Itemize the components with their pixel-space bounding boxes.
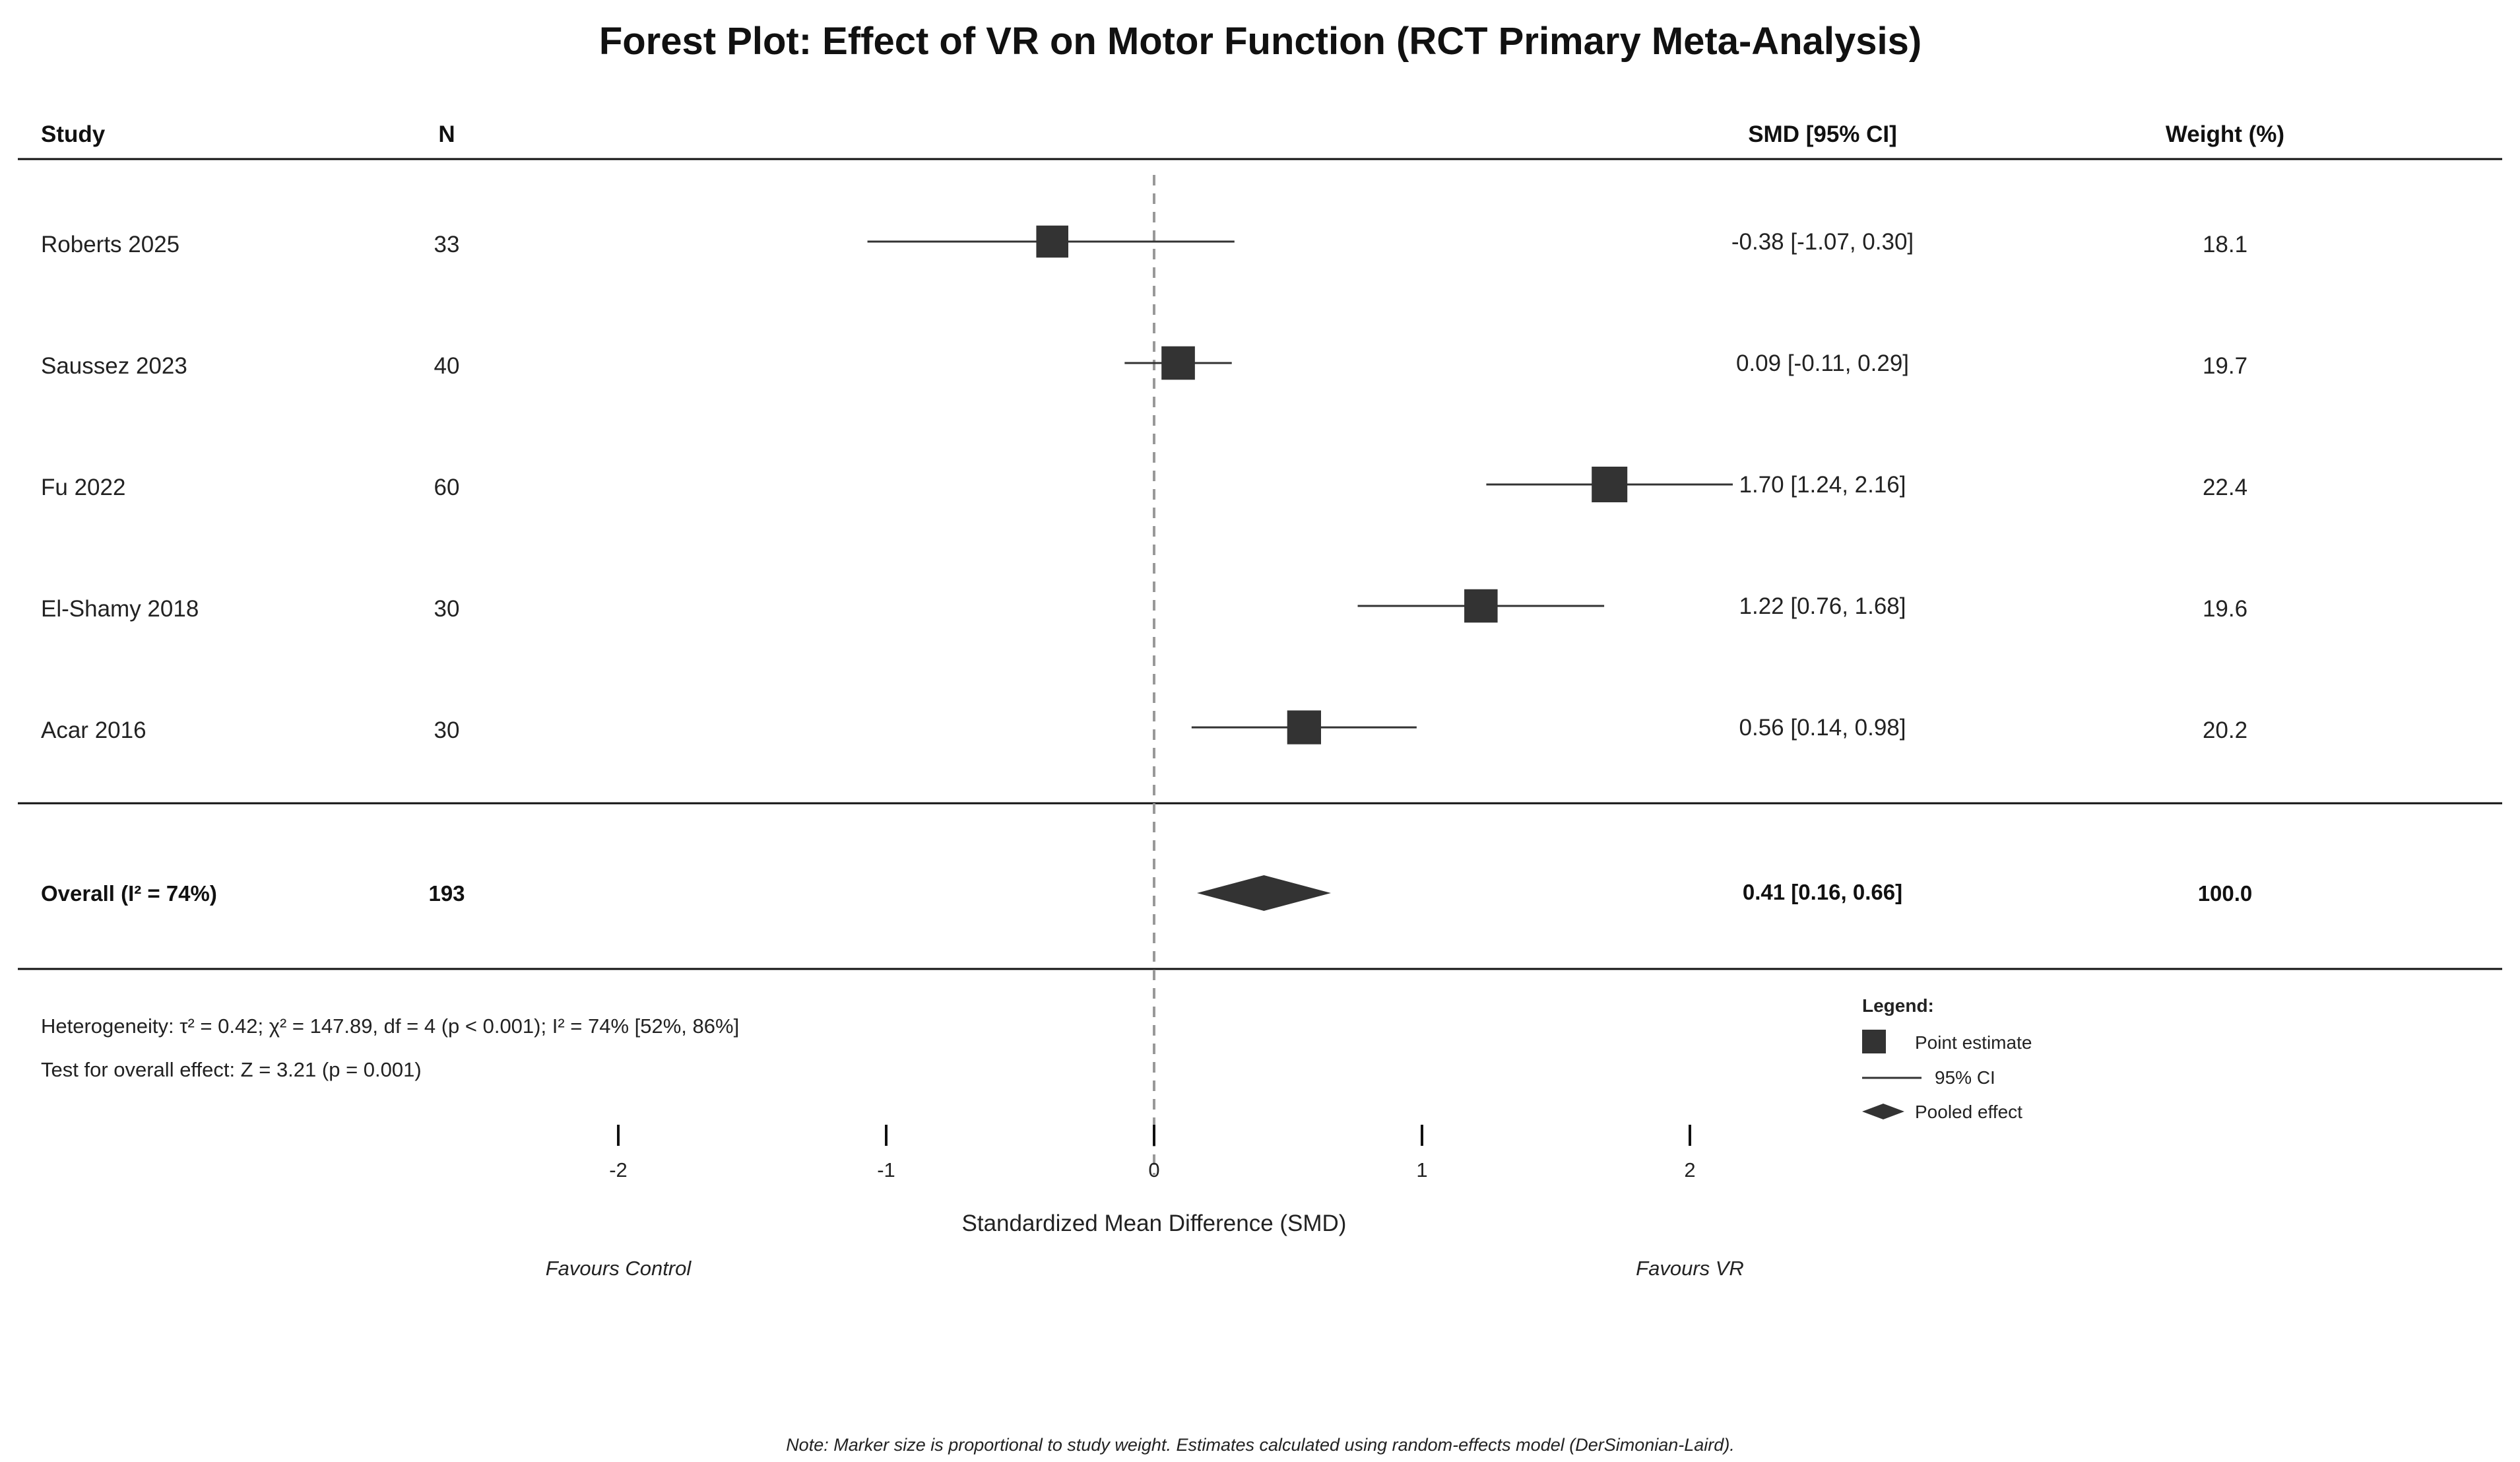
legend-pooled-diamond <box>1862 1104 1904 1119</box>
point-estimate-marker <box>1036 225 1068 258</box>
overall-weight: 100.0 <box>2198 881 2253 906</box>
legend-point-estimate-marker <box>1862 1030 1886 1053</box>
study-weight: 20.2 <box>2203 717 2247 743</box>
study-weight: 19.6 <box>2203 596 2247 622</box>
heterogeneity-text: Heterogeneity: τ² = 0.42; χ² = 147.89, d… <box>41 1014 739 1038</box>
legend-title: Legend: <box>1862 995 1934 1016</box>
study-name: Fu 2022 <box>41 475 125 500</box>
study-n: 60 <box>434 475 460 500</box>
study-name: Saussez 2023 <box>41 353 187 379</box>
study-row: El-Shamy 2018 30 1.22 [0.76, 1.68] 19.6 <box>41 589 2247 623</box>
study-row: Saussez 2023 40 0.09 [-0.11, 0.29] 19.7 <box>41 346 2247 380</box>
column-header-study: Study <box>41 121 106 147</box>
study-n: 30 <box>434 596 460 622</box>
study-ci: 1.70 [1.24, 2.16] <box>1739 472 1906 498</box>
study-weight: 18.1 <box>2203 232 2247 257</box>
study-ci: 1.22 [0.76, 1.68] <box>1739 593 1906 619</box>
x-axis: -2 -1 0 1 2 <box>609 1125 1696 1181</box>
point-estimate-marker <box>1161 346 1195 380</box>
overall-label: Overall (I² = 74%) <box>41 881 217 906</box>
overall-test-text: Test for overall effect: Z = 3.21 (p = 0… <box>41 1058 422 1081</box>
study-weight: 22.4 <box>2203 475 2247 500</box>
point-estimate-marker <box>1592 467 1628 502</box>
overall-row: Overall (I² = 74%) 193 0.41 [0.16, 0.66] 10… <box>41 875 2252 911</box>
study-row: Roberts 2025 33 -0.38 [-1.07, 0.30] 18.1 <box>41 225 2247 258</box>
study-weight: 19.7 <box>2203 353 2247 379</box>
study-ci: -0.38 [-1.07, 0.30] <box>1731 229 1914 255</box>
column-header-weight: Weight (%) <box>2166 121 2284 147</box>
column-header-n: N <box>438 121 455 147</box>
point-estimate-marker <box>1287 710 1321 745</box>
x-axis-tick-label: 0 <box>1148 1158 1159 1181</box>
legend-item-ci: 95% CI <box>1935 1067 1995 1088</box>
study-row: Acar 2016 30 0.56 [0.14, 0.98] 20.2 <box>41 710 2247 745</box>
study-name: Roberts 2025 <box>41 232 179 257</box>
study-name: El-Shamy 2018 <box>41 596 199 622</box>
pooled-effect-diamond <box>1196 875 1331 911</box>
study-rows: Roberts 2025 33 -0.38 [-1.07, 0.30] 18.1 Sau… <box>41 225 2247 745</box>
x-axis-tick-label: 2 <box>1684 1158 1695 1181</box>
chart-title: Forest Plot: Effect of VR on Motor Funct… <box>599 20 1922 63</box>
point-estimate-marker <box>1464 589 1498 623</box>
legend-item-pooled-effect: Pooled effect <box>1915 1102 2022 1122</box>
study-n: 40 <box>434 353 460 379</box>
study-ci: 0.09 [-0.11, 0.29] <box>1736 350 1909 376</box>
study-n: 30 <box>434 717 460 743</box>
favours-vr-label: Favours VR <box>1636 1257 1744 1280</box>
column-header-ci: SMD [95% CI] <box>1748 121 1897 147</box>
x-axis-label: Standardized Mean Difference (SMD) <box>962 1211 1347 1236</box>
overall-ci: 0.41 [0.16, 0.66] <box>1743 880 1902 904</box>
legend-item-point-estimate: Point estimate <box>1915 1032 2032 1053</box>
legend: Legend: Point estimate 95% CI Pooled eff… <box>1862 995 2032 1122</box>
study-ci: 0.56 [0.14, 0.98] <box>1739 715 1906 741</box>
favours-control-label: Favours Control <box>546 1257 692 1280</box>
study-n: 33 <box>434 232 460 257</box>
x-axis-tick-label: -2 <box>609 1158 628 1181</box>
overall-n: 193 <box>428 881 465 906</box>
footnote: Note: Marker size is proportional to stu… <box>786 1435 1735 1455</box>
study-row: Fu 2022 60 1.70 [1.24, 2.16] 22.4 <box>41 467 2247 502</box>
x-axis-tick-label: -1 <box>877 1158 895 1181</box>
x-axis-tick-label: 1 <box>1416 1158 1427 1181</box>
study-name: Acar 2016 <box>41 717 146 743</box>
